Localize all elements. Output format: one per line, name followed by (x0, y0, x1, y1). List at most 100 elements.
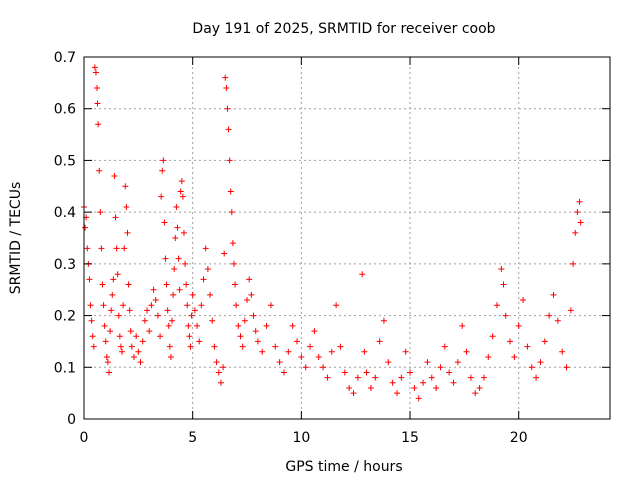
y-axis-label: SRMTID / TECUs (8, 182, 24, 295)
data-point (263, 322, 270, 329)
data-point (467, 374, 474, 381)
data-point (252, 328, 259, 335)
data-point (437, 364, 444, 371)
data-point (186, 333, 193, 340)
data-point (102, 338, 109, 345)
data-point (180, 229, 187, 236)
data-point (315, 353, 322, 360)
data-point (280, 369, 287, 376)
data-point (89, 333, 96, 340)
data-point (515, 322, 522, 329)
data-point (159, 167, 166, 174)
data-point (94, 100, 101, 107)
data-point (220, 364, 227, 371)
data-point (524, 343, 531, 350)
x-tick-label: 5 (188, 430, 197, 446)
data-point (424, 359, 431, 366)
data-point (289, 322, 296, 329)
data-point (204, 266, 211, 273)
data-point (341, 369, 348, 376)
data-point (123, 203, 130, 210)
data-point (87, 302, 94, 309)
data-point (122, 183, 129, 190)
data-point (121, 245, 128, 252)
data-point (393, 390, 400, 397)
data-point (500, 281, 507, 288)
data-point (160, 157, 167, 164)
data-point (311, 328, 318, 335)
data-point (105, 369, 112, 376)
data-point (298, 353, 305, 360)
data-point (337, 343, 344, 350)
data-point (221, 250, 228, 257)
chart-title: Day 191 of 2025, SRMTID for receiver coo… (192, 21, 495, 37)
data-point (144, 307, 151, 314)
data-point (92, 69, 99, 76)
data-point (182, 260, 189, 267)
data-point (546, 312, 553, 319)
data-point (346, 384, 353, 391)
data-point (363, 369, 370, 376)
data-point (463, 348, 470, 355)
data-point (441, 343, 448, 350)
data-point (354, 374, 361, 381)
data-point (135, 348, 142, 355)
data-point (259, 348, 266, 355)
data-point (254, 338, 261, 345)
data-point (485, 353, 492, 360)
x-axis: 0 5 10 15 20 (80, 57, 528, 446)
data-point (232, 281, 239, 288)
data-point (420, 379, 427, 386)
data-point (520, 297, 527, 304)
data-point (533, 374, 540, 381)
data-point (577, 219, 584, 226)
y-tick-label: 0.3 (54, 257, 76, 273)
data-point (141, 317, 148, 324)
x-tick-label: 20 (510, 430, 528, 446)
data-point (428, 374, 435, 381)
data-point (146, 328, 153, 335)
data-point (148, 302, 155, 309)
data-point (367, 384, 374, 391)
data-point (480, 374, 487, 381)
data-point (559, 348, 566, 355)
data-point (376, 338, 383, 345)
data-point (98, 245, 105, 252)
data-point (372, 374, 379, 381)
data-point (248, 291, 255, 298)
data-point (97, 209, 104, 216)
data-point (119, 348, 126, 355)
data-point (96, 167, 103, 174)
data-point (498, 266, 505, 273)
data-point (158, 193, 165, 200)
data-point (228, 209, 235, 216)
data-point (402, 348, 409, 355)
data-point (350, 390, 357, 397)
data-point (385, 359, 392, 366)
data-point (225, 126, 232, 133)
data-point (459, 322, 466, 329)
data-point (103, 353, 110, 360)
data-point (177, 188, 184, 195)
data-point (211, 343, 218, 350)
data-point (185, 322, 192, 329)
data-point (570, 260, 577, 267)
data-point (361, 348, 368, 355)
data-point (183, 281, 190, 288)
data-point (276, 359, 283, 366)
data-point (541, 338, 548, 345)
data-point (398, 374, 405, 381)
data-point (446, 369, 453, 376)
data-point (202, 245, 209, 252)
y-tick-label: 0.6 (54, 102, 76, 118)
data-point (178, 178, 185, 185)
data-point (502, 312, 509, 319)
data-point (130, 353, 137, 360)
data-points (81, 64, 584, 402)
data-point (567, 307, 574, 314)
data-point (111, 172, 118, 179)
data-point (233, 302, 240, 309)
data-point (433, 384, 440, 391)
data-point (150, 286, 157, 293)
